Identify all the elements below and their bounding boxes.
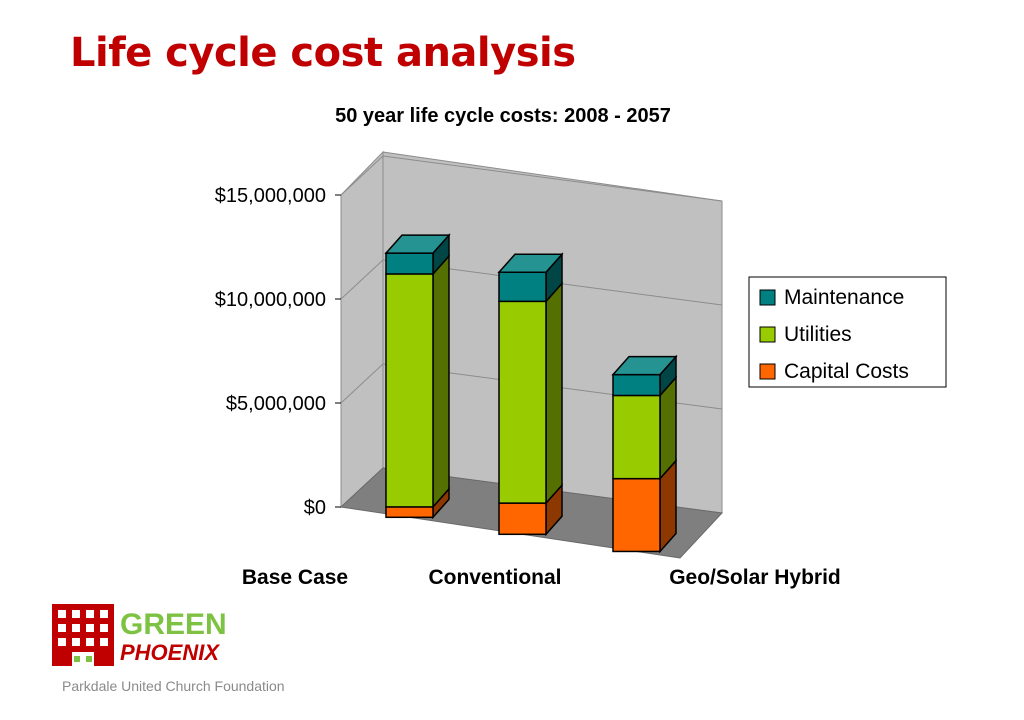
x-axis-ticks: Base Case Conventional Geo/Solar Hybrid [242,566,841,589]
bar-segment [498,502,547,536]
chart-gridlines [340,155,723,410]
gridline [340,363,723,410]
bar-segment [612,373,661,397]
chart-legend: Maintenance Utilities Capital Costs [748,276,947,388]
bar-stack [384,233,451,520]
y-tick-label: $0 [304,497,326,519]
gridline [340,259,723,306]
bar-top [384,234,451,254]
logo-phoenix: PHOENIX [120,640,220,665]
bar-segment [612,394,661,480]
legend-label: Utilities [784,323,852,346]
bar-stack [611,354,678,554]
x-tick-label: Conventional [428,566,561,589]
y-tick-label: $15,000,000 [215,185,326,207]
bar-segment [498,300,547,504]
side-wall [340,150,384,509]
bar-side [545,281,563,506]
chart-title: 50 year life cycle costs: 2008 - 2057 [335,105,671,127]
legend-swatch [759,326,776,343]
footer-text: Parkdale United Church Foundation [62,678,285,694]
logo-green: GREEN [120,608,227,641]
building-icon [52,604,114,666]
x-tick-label: Base Case [242,566,348,589]
x-tick-label: Geo/Solar Hybrid [669,566,841,589]
chart-bars [384,233,678,554]
bar-segment [498,271,547,303]
legend-label: Maintenance [784,286,904,309]
y-tick-label: $10,000,000 [215,289,326,311]
bar-segment [385,506,434,519]
legend-swatch [759,363,776,380]
green-phoenix-logo: GREEN PHOENIX [52,600,252,668]
legend-swatch [759,289,776,306]
bar-top [497,253,564,273]
bar-stack [497,252,564,537]
bar-top [611,355,678,376]
bar-segment [612,477,661,553]
y-axis-ticks: $0 $5,000,000 $10,000,000 $15,000,000 [215,185,341,519]
bar-segment [385,273,434,508]
gridline [340,155,723,202]
slide-title: Life cycle cost analysis [70,30,576,76]
bar-side [432,253,450,509]
y-tick-label: $5,000,000 [226,393,326,415]
legend-label: Capital Costs [784,360,909,383]
bar-segment [385,252,434,275]
legend-box [748,276,947,388]
